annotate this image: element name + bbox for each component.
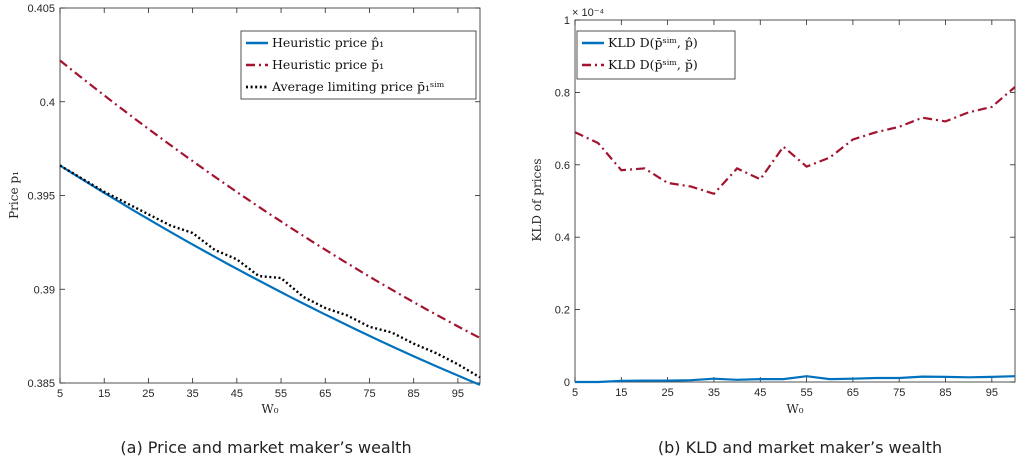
legend-box-a	[240, 30, 477, 100]
series-line-1	[575, 375, 1016, 384]
x-tick-label: 25	[142, 388, 154, 400]
axis-scale-note-b: × 10⁻⁴	[572, 7, 605, 19]
y-tick-label: 0.4	[40, 97, 55, 109]
legend-entry: KLD D(p̄ˢⁱᵐ, p̂)	[608, 35, 698, 50]
y-tick-label: 0.2	[555, 305, 570, 317]
legend-entry: Heuristic price p̂₁	[272, 35, 384, 50]
legend-b: KLD D(p̄ˢⁱᵐ, p̂) KLD D(p̄ˢⁱᵐ, p̆)	[576, 30, 736, 80]
x-ticks-a: 5 15 25 35 45 55 65 75 85 95	[57, 8, 464, 400]
y-tick-label: 1	[564, 15, 570, 27]
x-tick-label: 95	[986, 387, 998, 399]
x-tick-label: 5	[57, 388, 63, 400]
series-line-1	[59, 164, 481, 386]
y-ticks-b: 0 0.2 0.4 0.6 0.8 1	[555, 15, 1015, 389]
y-tick-label: 0.395	[27, 191, 55, 203]
y-tick-label: 0.4	[555, 232, 570, 244]
x-tick-label: 45	[754, 387, 766, 399]
legend-entry: Average limiting price p̄₁ˢⁱᵐ	[271, 79, 445, 94]
series-lines-b	[574, 86, 1016, 384]
y-tick-label: 0.39	[34, 284, 55, 296]
x-tick-label: 85	[939, 387, 951, 399]
y-tick-label: 0.6	[555, 160, 570, 172]
chart-kld: 0 0.2 0.4 0.6 0.8 1 5 15 25 35 45 55 65 75 85 95 × 10⁻…	[530, 7, 1016, 457]
legend-a: Heuristic price p̂₁ Heuristic price p̆₁ Av…	[240, 30, 477, 100]
caption-a: (a) Price and market maker’s wealth	[120, 438, 411, 457]
x-tick-label: 35	[708, 387, 720, 399]
x-tick-label: 25	[662, 387, 674, 399]
x-tick-label: 85	[408, 388, 420, 400]
y-tick-label: 0.405	[27, 3, 55, 15]
x-tick-label: 45	[231, 388, 243, 400]
legend-entry: Heuristic price p̆₁	[272, 57, 384, 72]
x-axis-label-b: W₀	[786, 402, 803, 416]
y-ticks-a: 0.385 0.39 0.395 0.4 0.405	[27, 3, 480, 390]
x-axis-label-a: W₀	[261, 402, 278, 416]
legend-entry: KLD D(p̄ˢⁱᵐ, p̆)	[608, 57, 698, 72]
x-ticks-b: 5 15 25 35 45 55 65 75 85 95	[572, 20, 998, 399]
series-line-3	[59, 164, 481, 379]
y-axis-label-b: KLD of prices	[530, 158, 544, 241]
x-tick-label: 75	[893, 387, 905, 399]
y-tick-label: 0.385	[27, 378, 55, 390]
chart-price: 0.385 0.39 0.395 0.4 0.405 5 15 25 35 45 55 65 75 85…	[7, 3, 481, 457]
x-tick-label: 15	[615, 387, 627, 399]
x-tick-label: 5	[572, 387, 578, 399]
x-tick-label: 65	[319, 388, 331, 400]
x-tick-label: 95	[452, 388, 464, 400]
x-tick-label: 35	[187, 388, 199, 400]
x-tick-label: 55	[275, 388, 287, 400]
y-tick-label: 0.8	[555, 87, 570, 99]
series-line-2	[59, 59, 481, 339]
x-tick-label: 55	[800, 387, 812, 399]
y-axis-label-a: Price p₁	[7, 171, 21, 219]
series-line-2	[574, 86, 1016, 196]
plot-area-b	[574, 19, 1016, 383]
legend-box-b	[576, 30, 736, 80]
y-tick-label: 0	[564, 377, 570, 389]
x-tick-label: 15	[98, 388, 110, 400]
x-tick-label: 75	[363, 388, 375, 400]
x-tick-label: 65	[847, 387, 859, 399]
series-lines-a	[59, 59, 481, 386]
caption-b: (b) KLD and market maker’s wealth	[658, 438, 942, 457]
